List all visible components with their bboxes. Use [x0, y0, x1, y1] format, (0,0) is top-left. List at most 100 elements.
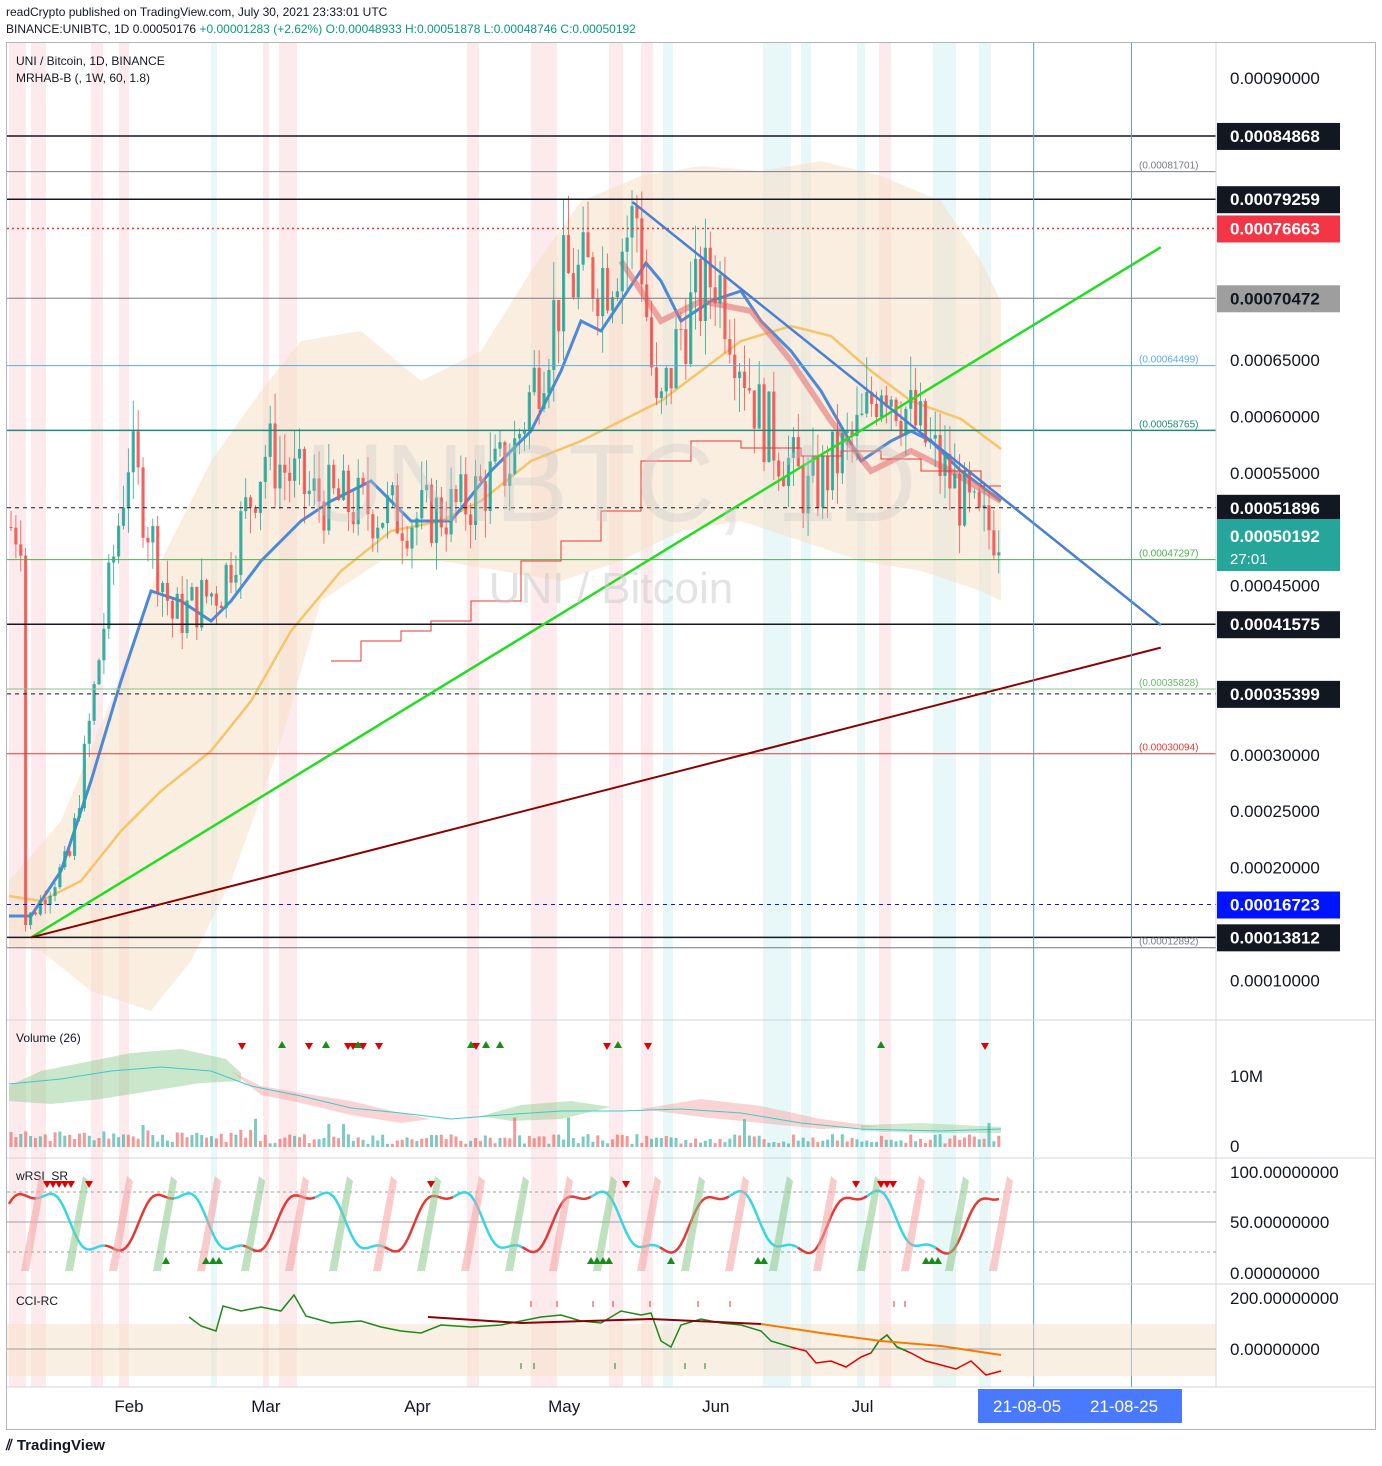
volume-bar [474, 1137, 478, 1147]
volume-sell-signal [305, 1043, 313, 1050]
cci-pane-title: CCI-RC [16, 1294, 58, 1308]
candle-body [366, 484, 370, 515]
volume-bar [214, 1138, 218, 1147]
candle-body [708, 247, 712, 288]
candle-body [865, 392, 869, 414]
volume-bar [904, 1142, 908, 1147]
volume-bar [581, 1136, 585, 1147]
candle-body [992, 530, 996, 556]
fib-label: (0.00047297) [1139, 549, 1199, 560]
chart-svg[interactable]: UNIBTC, 1D UNI / Bitcoin UNI / Bitcoin, … [7, 43, 1375, 1429]
volume-bar [532, 1138, 536, 1147]
candle-body [796, 437, 800, 467]
volume-bar [508, 1138, 512, 1147]
price-axis-label: 0.00030000 [1230, 746, 1320, 765]
volume-bar [371, 1135, 375, 1147]
volume-bar [434, 1135, 438, 1147]
volume-bar [14, 1137, 18, 1147]
wrsi-sell-signal [43, 1181, 51, 1188]
price-axis[interactable]: 0.00090000 0.00065000 0.00060000 0.00055000… [1230, 69, 1320, 990]
candle-body [972, 491, 976, 493]
volume-bar [278, 1138, 282, 1147]
volume-bar [97, 1138, 101, 1147]
candle-body [283, 464, 287, 473]
volume-bar [743, 1119, 746, 1147]
candle-body [552, 300, 556, 371]
volume-bar [938, 1134, 942, 1147]
volume-bar [787, 1143, 791, 1147]
volume-bar [24, 1131, 28, 1147]
time-axis[interactable]: Feb Mar Apr May Jun Jul [114, 1397, 873, 1416]
volume-bar [121, 1134, 125, 1147]
candle-body [180, 593, 184, 633]
volume-bar [914, 1141, 918, 1147]
volume-bar [454, 1136, 458, 1147]
volume-pane-title: Volume (26) [16, 1031, 81, 1045]
candle-body [244, 497, 248, 512]
candle-body [635, 206, 639, 219]
candle-body [664, 368, 668, 392]
volume-bar [488, 1137, 492, 1147]
volume-bar [249, 1129, 253, 1147]
candle-body [356, 477, 360, 525]
candle-body [493, 448, 497, 462]
red-ma [618, 259, 1003, 504]
tradingview-logo[interactable]: ⫽ TradingView [6, 1437, 105, 1454]
fib-label: (0.00058765) [1139, 419, 1199, 430]
volume-bar [102, 1131, 106, 1147]
chart-frame[interactable]: UNIBTC, 1D UNI / Bitcoin UNI / Bitcoin, … [6, 42, 1376, 1430]
volume-bar [884, 1139, 888, 1147]
volume-bar [943, 1143, 947, 1147]
candle-body [92, 684, 96, 721]
volume-bar [738, 1135, 742, 1147]
signal-band [857, 43, 865, 1387]
volume-bar [537, 1136, 541, 1147]
volume-bar [33, 1138, 37, 1147]
candle-body [596, 298, 600, 317]
candle-body [674, 329, 678, 389]
volume-bar [430, 1134, 434, 1147]
candle-body [850, 431, 854, 436]
candle-body [454, 488, 458, 503]
price-tag-box [1217, 611, 1340, 639]
candle-body [566, 235, 571, 274]
volume-bar [288, 1134, 292, 1147]
candle-body [782, 476, 786, 487]
time-axis-label: Feb [114, 1397, 143, 1416]
candle-body [332, 464, 336, 489]
candle-body [48, 895, 52, 905]
wrsi-bar [417, 1176, 441, 1271]
candle-body [684, 329, 688, 365]
candle-body [175, 593, 179, 619]
candle-body [116, 525, 121, 557]
time-axis-label: May [548, 1397, 581, 1416]
price-axis-label: 0.00055000 [1230, 464, 1320, 483]
candle-body [82, 743, 86, 809]
candle-body [786, 457, 791, 487]
volume-buy-signal [467, 1041, 475, 1048]
volume-bar [835, 1140, 839, 1147]
candle-body [738, 371, 742, 379]
volume-bar [48, 1140, 52, 1147]
volume-buy-signal [278, 1041, 286, 1048]
volume-bar [342, 1124, 346, 1147]
volume-bar [909, 1134, 913, 1147]
volume-bar [855, 1139, 859, 1147]
price-tag-box [1217, 285, 1340, 313]
signal-band [801, 43, 811, 1387]
wrsi-buy-signal [928, 1257, 936, 1264]
candle-body [297, 448, 302, 459]
candle-body [253, 507, 258, 513]
wrsi-buy-signal [934, 1257, 942, 1264]
candle-body [610, 297, 615, 311]
volume-bar [29, 1136, 33, 1147]
price-tags: 0.00084868 0.00079259 0.00076663 0.00070472… [1217, 122, 1340, 952]
volume-bar [493, 1143, 497, 1147]
candle-body [923, 400, 928, 443]
candle-body [444, 527, 448, 535]
volume-bar [591, 1141, 595, 1147]
wrsi-buy-signal [593, 1257, 601, 1264]
candle-body [28, 912, 33, 926]
fib-level-labels: (0.00081701) (0.00064499) (0.00058765) (0.0… [1139, 161, 1199, 948]
fib-label: (0.00064499) [1139, 355, 1199, 366]
